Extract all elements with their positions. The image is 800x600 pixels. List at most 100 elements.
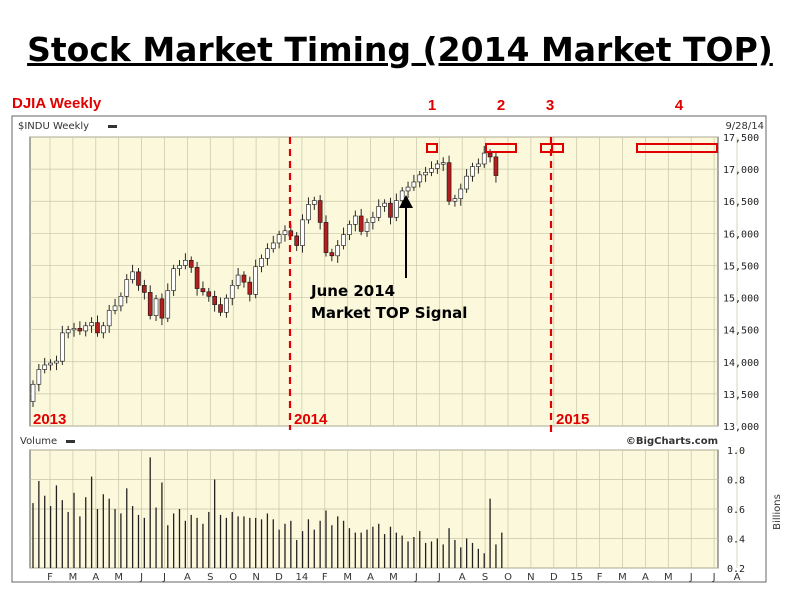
series-label: DJIA Weekly bbox=[12, 95, 102, 112]
candle-up bbox=[253, 266, 258, 295]
month-tick-label: A bbox=[734, 572, 741, 583]
price-tick-label: 16,500 bbox=[723, 197, 759, 208]
candle-up bbox=[429, 168, 434, 173]
month-tick-label: F bbox=[322, 572, 328, 583]
grid bbox=[30, 136, 738, 569]
candle-down bbox=[194, 267, 200, 289]
candle-up bbox=[417, 174, 423, 183]
cycle-labels: 1 2 3 4 bbox=[428, 97, 684, 114]
price-tick-label: 17,500 bbox=[723, 133, 759, 144]
candle-down bbox=[142, 285, 147, 293]
candle-up bbox=[30, 383, 36, 402]
candle-up bbox=[171, 268, 176, 291]
month-tick-label: M bbox=[114, 572, 123, 583]
month-tick-label: J bbox=[162, 572, 166, 583]
cycle-box-1 bbox=[426, 143, 438, 153]
candle-down bbox=[487, 152, 493, 158]
candle-down bbox=[147, 292, 153, 316]
candle-down bbox=[200, 288, 206, 293]
candle-up bbox=[452, 198, 458, 202]
candle-up bbox=[435, 163, 440, 169]
candle-up bbox=[382, 202, 387, 207]
month-tick-label: F bbox=[47, 572, 53, 583]
month-tick-label: S bbox=[482, 572, 488, 583]
candle-down bbox=[247, 281, 253, 295]
year-label-2015: 2015 bbox=[556, 411, 589, 428]
candle-up bbox=[270, 242, 276, 250]
month-tick-label: 14 bbox=[296, 572, 309, 583]
cycle-label-4: 4 bbox=[675, 97, 684, 114]
candle-up bbox=[71, 328, 77, 331]
candle-down bbox=[329, 252, 335, 257]
cycle-label-2: 2 bbox=[497, 97, 505, 114]
candles bbox=[30, 145, 499, 408]
annotation-arrow-head bbox=[399, 195, 413, 208]
candle-up bbox=[376, 206, 382, 218]
candle-up bbox=[440, 162, 446, 165]
candle-up bbox=[65, 329, 71, 334]
price-tick-label: 14,500 bbox=[723, 326, 759, 337]
candle-up bbox=[394, 200, 399, 218]
annotation-line-2: Market TOP Signal bbox=[311, 304, 467, 322]
candle-up bbox=[423, 172, 428, 176]
candle-up bbox=[224, 297, 229, 313]
ticker-label: $INDU Weekly bbox=[18, 121, 89, 132]
candle-up bbox=[282, 230, 288, 235]
candle-down bbox=[446, 162, 452, 202]
month-tick-label: D bbox=[550, 572, 558, 583]
candle-up bbox=[48, 362, 53, 366]
candle-down bbox=[77, 328, 83, 332]
candle-up bbox=[59, 332, 65, 362]
date-label: 9/28/14 bbox=[725, 121, 764, 132]
candle-up bbox=[341, 234, 346, 246]
candle-up bbox=[101, 325, 106, 334]
candle-up bbox=[235, 274, 241, 286]
candle-up bbox=[89, 322, 94, 327]
price-tick-label: 13,500 bbox=[723, 390, 759, 401]
volume-bars bbox=[32, 457, 503, 568]
month-tick-label: O bbox=[229, 572, 237, 583]
cycle-label-3: 3 bbox=[546, 97, 554, 114]
candle-down bbox=[358, 215, 364, 232]
month-tick-label: J bbox=[437, 572, 441, 583]
candle-up bbox=[106, 310, 112, 327]
candle-up bbox=[306, 204, 311, 221]
cycle-box-4 bbox=[636, 143, 718, 153]
candle-up bbox=[177, 265, 182, 269]
price-tick-label: 14,000 bbox=[723, 358, 759, 369]
candle-down bbox=[136, 271, 141, 286]
month-tick-label: M bbox=[343, 572, 352, 583]
month-tick-label: A bbox=[459, 572, 466, 583]
candle-down bbox=[323, 222, 329, 253]
candle-down bbox=[493, 156, 499, 176]
candle-up bbox=[370, 216, 376, 223]
watermark: ©BigCharts.com bbox=[626, 436, 718, 447]
candle-up bbox=[265, 248, 270, 259]
candle-up bbox=[124, 279, 130, 297]
volume-tick-label: 1.0 bbox=[727, 446, 745, 457]
volume-unit-label: Billions bbox=[772, 494, 783, 530]
candle-up bbox=[42, 364, 48, 370]
candle-up bbox=[352, 215, 358, 225]
price-tick-label: 15,000 bbox=[723, 294, 759, 305]
annotation-line-1: June 2014 bbox=[310, 282, 395, 300]
month-tick-label: M bbox=[389, 572, 398, 583]
month-tick-label: M bbox=[69, 572, 78, 583]
price-tick-label: 16,000 bbox=[723, 229, 759, 240]
candle-up bbox=[481, 152, 487, 165]
year-markers: 2013 2014 2015 bbox=[33, 411, 589, 428]
candle-up bbox=[36, 369, 42, 385]
month-tick-label: N bbox=[527, 572, 534, 583]
candle-down bbox=[159, 298, 165, 319]
candle-up bbox=[130, 271, 135, 280]
candle-up bbox=[259, 258, 264, 268]
candle-up bbox=[347, 224, 352, 235]
price-axis: 17,500 17,000 16,500 16,000 15,500 15,000 14,5… bbox=[723, 133, 759, 433]
volume-label: Volume bbox=[20, 436, 57, 447]
cycle-label-1: 1 bbox=[428, 97, 436, 114]
month-tick-label: A bbox=[92, 572, 99, 583]
price-tick-label: 13,000 bbox=[723, 422, 759, 433]
candle-up bbox=[153, 298, 159, 316]
month-tick-label: A bbox=[184, 572, 191, 583]
